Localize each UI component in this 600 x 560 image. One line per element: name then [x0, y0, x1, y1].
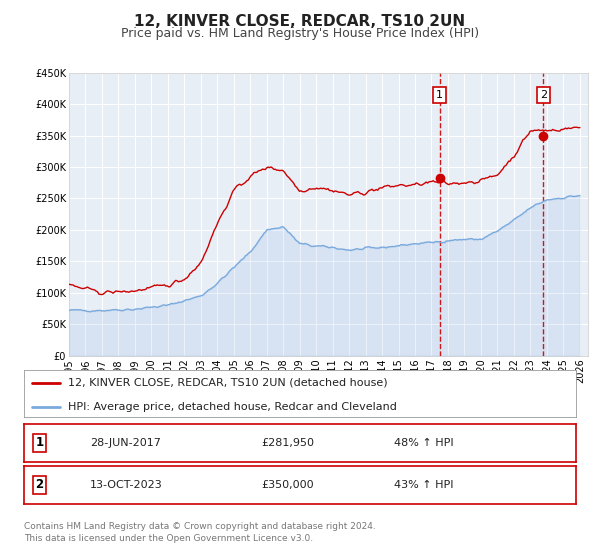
Text: £350,000: £350,000 — [262, 480, 314, 490]
Text: 1: 1 — [436, 90, 443, 100]
Text: Price paid vs. HM Land Registry's House Price Index (HPI): Price paid vs. HM Land Registry's House … — [121, 27, 479, 40]
Text: 48% ↑ HPI: 48% ↑ HPI — [394, 438, 454, 448]
Text: 43% ↑ HPI: 43% ↑ HPI — [394, 480, 454, 490]
Text: 13-OCT-2023: 13-OCT-2023 — [90, 480, 163, 490]
Text: 28-JUN-2017: 28-JUN-2017 — [90, 438, 161, 448]
Text: Contains HM Land Registry data © Crown copyright and database right 2024.: Contains HM Land Registry data © Crown c… — [24, 522, 376, 531]
Text: 2: 2 — [35, 478, 44, 492]
Text: 12, KINVER CLOSE, REDCAR, TS10 2UN (detached house): 12, KINVER CLOSE, REDCAR, TS10 2UN (deta… — [68, 378, 388, 388]
Text: 12, KINVER CLOSE, REDCAR, TS10 2UN: 12, KINVER CLOSE, REDCAR, TS10 2UN — [134, 14, 466, 29]
Text: 1: 1 — [35, 436, 44, 450]
Text: This data is licensed under the Open Government Licence v3.0.: This data is licensed under the Open Gov… — [24, 534, 313, 543]
Text: 2: 2 — [540, 90, 547, 100]
Text: £281,950: £281,950 — [262, 438, 314, 448]
Text: HPI: Average price, detached house, Redcar and Cleveland: HPI: Average price, detached house, Redc… — [68, 402, 397, 412]
